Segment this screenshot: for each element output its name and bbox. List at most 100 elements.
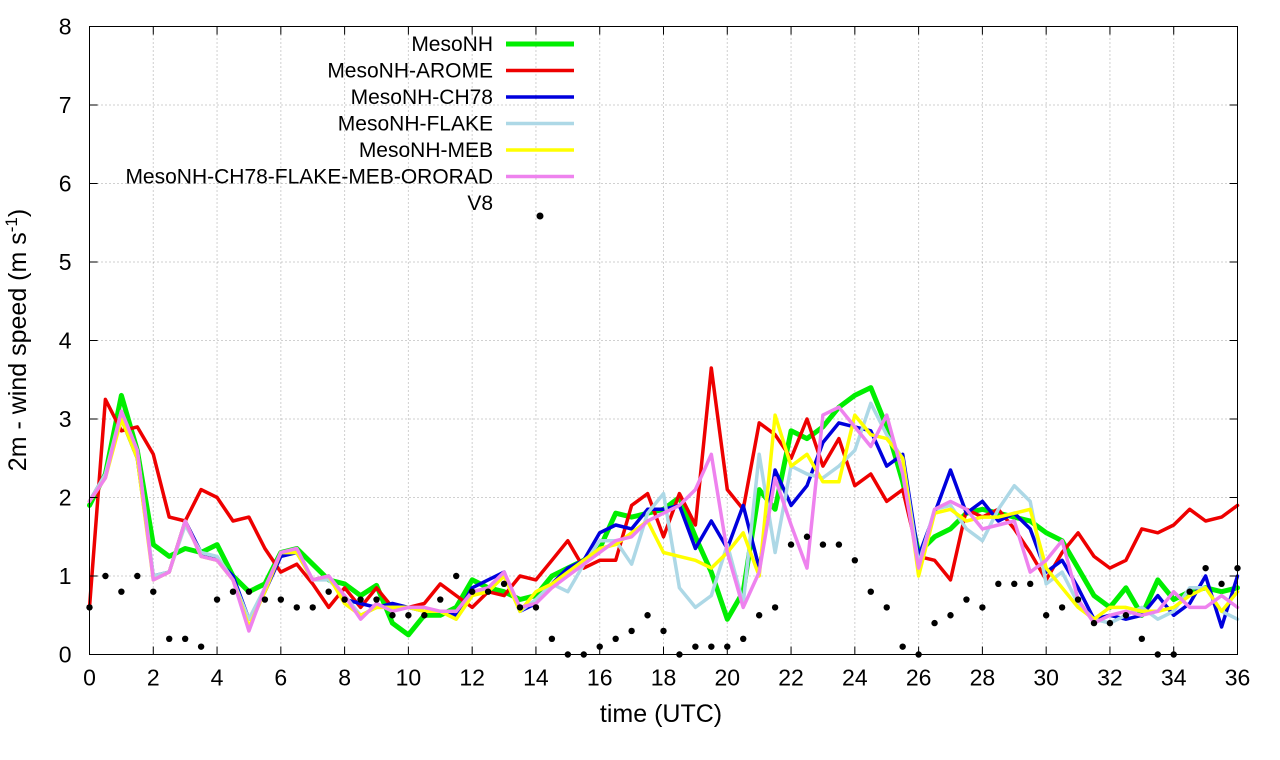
legend-marker-v8 bbox=[536, 212, 544, 220]
data-point-v8 bbox=[197, 643, 205, 650]
y-axis-title-end: ) bbox=[4, 209, 32, 217]
y-tick-label: 5 bbox=[59, 249, 72, 275]
data-point-v8 bbox=[708, 643, 715, 650]
x-tick-label: 4 bbox=[211, 665, 224, 691]
data-point-v8 bbox=[771, 604, 779, 611]
legend-label-mesonh-ch78: MesoNH-CH78 bbox=[351, 86, 493, 109]
data-point-v8 bbox=[755, 612, 763, 619]
data-point-v8 bbox=[1138, 635, 1146, 642]
data-point-v8 bbox=[166, 635, 173, 642]
data-point-v8 bbox=[979, 604, 986, 611]
y-axis-title: 2m - wind speed (m s-1) bbox=[2, 209, 32, 471]
data-point-v8 bbox=[277, 596, 285, 603]
y-tick-label: 3 bbox=[59, 406, 72, 432]
x-tick-label: 18 bbox=[651, 665, 677, 691]
x-tick-label: 36 bbox=[1225, 665, 1251, 691]
data-point-v8 bbox=[947, 612, 954, 619]
x-tick-label: 28 bbox=[970, 665, 996, 691]
data-point-v8 bbox=[1011, 580, 1018, 588]
data-point-v8 bbox=[484, 588, 492, 595]
data-point-v8 bbox=[261, 596, 269, 603]
data-point-v8 bbox=[468, 588, 476, 595]
data-point-v8 bbox=[500, 580, 508, 588]
legend-label-mesonh-arome: MesoNH-AROME bbox=[327, 60, 493, 83]
data-point-v8 bbox=[692, 643, 699, 650]
x-tick-label: 24 bbox=[842, 665, 868, 691]
data-point-v8 bbox=[1074, 596, 1082, 603]
legend: MesoNH MesoNH-AROME MesoNH-CH78 MesoNH-FLAK… bbox=[125, 33, 574, 220]
data-point-v8 bbox=[516, 604, 524, 611]
data-point-v8 bbox=[851, 557, 859, 564]
x-tick-label: 8 bbox=[338, 665, 351, 691]
data-point-v8 bbox=[899, 643, 906, 650]
x-tick-label: 30 bbox=[1033, 665, 1059, 691]
data-point-v8 bbox=[373, 596, 380, 603]
data-point-v8 bbox=[245, 588, 253, 595]
series-line-mesonh-ch78-flake-meb-ororad bbox=[87, 405, 1240, 633]
data-point-v8 bbox=[995, 580, 1002, 588]
data-point-v8 bbox=[213, 596, 221, 603]
data-point-v8 bbox=[1042, 612, 1050, 619]
y-tick-label: 4 bbox=[59, 328, 72, 354]
y-tick-label: 1 bbox=[59, 563, 72, 589]
legend-label-mesonh-ch78-flake-meb-ororad: MesoNH-CH78-FLAKE-MEB-ORORAD bbox=[125, 166, 493, 189]
data-point-v8 bbox=[229, 588, 237, 595]
x-tick-label: 14 bbox=[523, 665, 549, 691]
legend-label-mesonh-flake: MesoNH-FLAKE bbox=[338, 113, 493, 136]
y-tick-label: 8 bbox=[59, 14, 72, 40]
data-point-v8 bbox=[309, 604, 316, 611]
data-point-v8 bbox=[803, 533, 811, 540]
y-tick-label: 6 bbox=[59, 171, 72, 197]
y-axis-title-superscript: -1 bbox=[2, 217, 21, 232]
data-point-v8 bbox=[405, 612, 412, 619]
data-point-v8 bbox=[134, 572, 141, 580]
x-tick-label: 2 bbox=[147, 665, 160, 691]
data-point-v8 bbox=[835, 541, 843, 548]
data-point-v8 bbox=[931, 619, 938, 627]
x-tick-label: 34 bbox=[1161, 665, 1187, 691]
y-axis-title-main: 2m - wind speed (m s bbox=[4, 232, 32, 471]
data-point-v8 bbox=[1058, 604, 1066, 611]
legend-label-v8: V8 bbox=[467, 192, 493, 215]
legend-label-mesonh: MesoNH bbox=[411, 33, 493, 56]
data-point-v8 bbox=[357, 596, 364, 603]
x-tick-label: 10 bbox=[396, 665, 422, 691]
data-point-v8 bbox=[181, 635, 189, 642]
data-point-v8 bbox=[118, 588, 125, 595]
data-point-v8 bbox=[660, 627, 667, 635]
series-layer bbox=[86, 366, 1241, 658]
data-point-v8 bbox=[1122, 612, 1130, 619]
x-tick-label: 6 bbox=[274, 665, 287, 691]
x-tick-label: 22 bbox=[778, 665, 804, 691]
x-tick-label: 0 bbox=[83, 665, 96, 691]
x-tick-label: 16 bbox=[587, 665, 613, 691]
data-point-v8 bbox=[293, 604, 300, 611]
data-point-v8 bbox=[787, 541, 795, 548]
data-point-v8 bbox=[883, 604, 890, 611]
data-point-v8 bbox=[628, 627, 635, 635]
data-point-v8 bbox=[1202, 564, 1209, 572]
data-point-v8 bbox=[150, 588, 157, 595]
y-tick-label: 7 bbox=[59, 92, 72, 118]
data-point-v8 bbox=[740, 635, 747, 642]
data-point-v8 bbox=[453, 572, 460, 580]
data-point-v8 bbox=[389, 612, 396, 619]
x-tick-label: 26 bbox=[906, 665, 932, 691]
x-tick-label: 32 bbox=[1097, 665, 1123, 691]
data-point-v8 bbox=[1027, 580, 1034, 588]
legend-label-mesonh-meb: MesoNH-MEB bbox=[359, 139, 493, 162]
x-tick-label: 12 bbox=[459, 665, 485, 691]
y-tick-label: 2 bbox=[59, 485, 72, 511]
data-point-v8 bbox=[102, 572, 109, 580]
data-point-v8 bbox=[548, 635, 556, 642]
data-point-v8 bbox=[1186, 588, 1193, 595]
data-point-v8 bbox=[867, 588, 874, 595]
x-axis-title: time (UTC) bbox=[600, 700, 722, 728]
x-tick-label: 20 bbox=[714, 665, 740, 691]
data-point-v8 bbox=[1106, 619, 1114, 627]
data-point-v8 bbox=[341, 596, 348, 603]
data-point-v8 bbox=[532, 604, 540, 611]
data-point-v8 bbox=[612, 635, 619, 642]
data-point-v8 bbox=[1218, 580, 1225, 588]
